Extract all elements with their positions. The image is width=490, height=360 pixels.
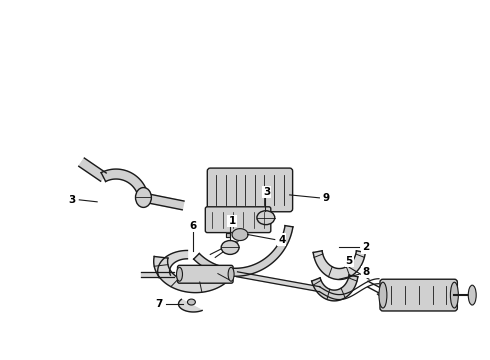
Ellipse shape <box>221 240 239 255</box>
Text: 5: 5 <box>345 256 353 266</box>
Polygon shape <box>237 272 320 292</box>
Text: 9: 9 <box>323 193 330 203</box>
Ellipse shape <box>450 282 458 308</box>
Polygon shape <box>226 233 230 237</box>
Text: 8: 8 <box>363 267 369 277</box>
FancyBboxPatch shape <box>207 168 293 212</box>
Ellipse shape <box>379 282 387 308</box>
FancyBboxPatch shape <box>177 265 233 283</box>
Text: 2: 2 <box>363 243 369 252</box>
Polygon shape <box>158 251 188 278</box>
Ellipse shape <box>228 267 234 281</box>
Polygon shape <box>377 290 385 297</box>
Text: 3: 3 <box>69 195 76 205</box>
FancyBboxPatch shape <box>380 279 457 311</box>
Ellipse shape <box>468 285 476 305</box>
Text: 7: 7 <box>155 299 162 309</box>
Polygon shape <box>194 226 293 276</box>
Polygon shape <box>232 229 248 240</box>
Polygon shape <box>178 300 202 312</box>
Polygon shape <box>313 251 366 279</box>
Polygon shape <box>154 256 233 293</box>
Ellipse shape <box>136 188 151 207</box>
Polygon shape <box>312 275 358 301</box>
Ellipse shape <box>188 299 196 305</box>
Text: 4: 4 <box>278 234 285 244</box>
Polygon shape <box>101 169 148 198</box>
Text: 6: 6 <box>190 221 197 231</box>
Text: 1: 1 <box>228 216 236 226</box>
FancyBboxPatch shape <box>205 207 271 233</box>
Polygon shape <box>141 272 173 277</box>
Polygon shape <box>143 193 184 210</box>
Text: 3: 3 <box>263 187 270 197</box>
Polygon shape <box>79 158 106 181</box>
Ellipse shape <box>257 211 275 225</box>
Ellipse shape <box>176 267 182 281</box>
